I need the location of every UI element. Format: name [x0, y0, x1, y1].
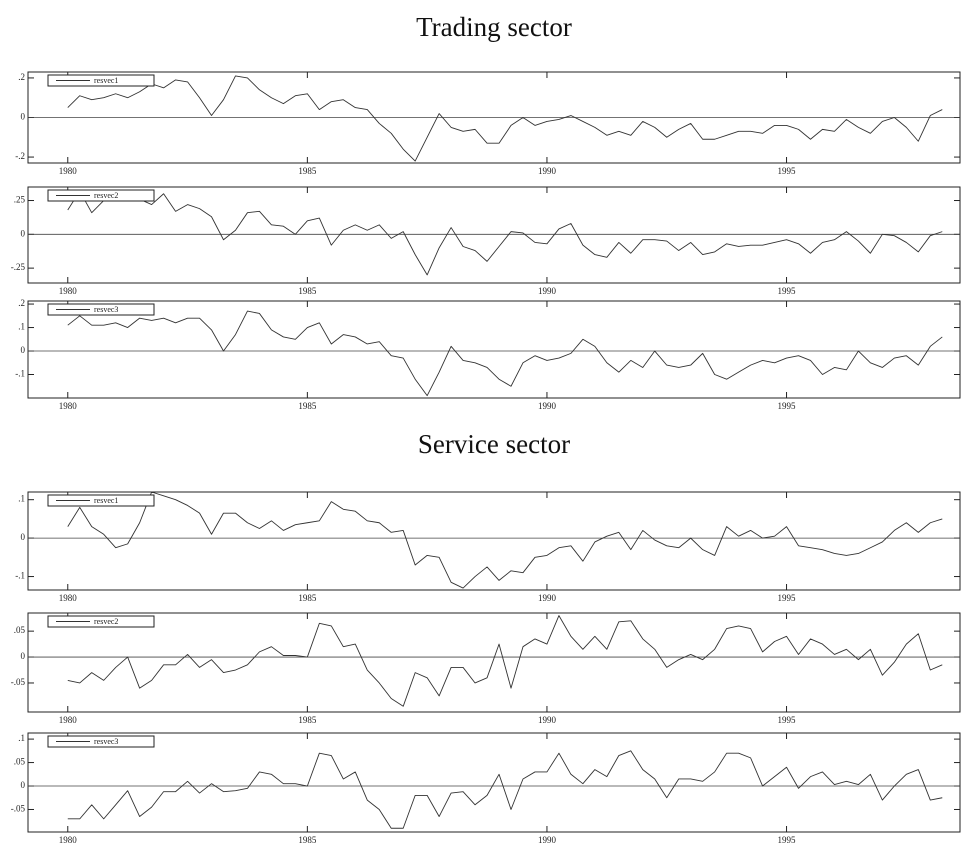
- data-line: [67, 615, 943, 707]
- y-tick-label: .05: [14, 625, 26, 635]
- x-tick-label: 1990: [538, 286, 557, 296]
- data-line: [67, 310, 943, 397]
- y-tick-label: .1: [18, 322, 25, 332]
- y-tick-label: -.1: [15, 369, 25, 379]
- x-tick-label: 1985: [298, 401, 317, 411]
- x-tick-label: 1990: [538, 166, 557, 176]
- x-tick-label: 1990: [538, 593, 557, 603]
- x-tick-label: 1995: [778, 715, 797, 725]
- y-tick-label: .05: [14, 757, 26, 767]
- data-line: [67, 190, 943, 276]
- x-tick-label: 1985: [298, 593, 317, 603]
- y-tick-label: 0: [21, 780, 26, 790]
- data-line: [67, 75, 943, 162]
- plot-frame: [27, 732, 961, 833]
- x-tick-label: 1980: [59, 593, 78, 603]
- legend-label: resvec2: [94, 191, 118, 200]
- legend-label: resvec2: [94, 617, 118, 626]
- legend-label: resvec3: [94, 305, 118, 314]
- legend-box: [47, 615, 155, 628]
- y-tick-label: 0: [21, 345, 26, 355]
- x-tick-label: 1995: [778, 166, 797, 176]
- x-tick-label: 1995: [778, 401, 797, 411]
- y-tick-label: -.1: [15, 571, 25, 581]
- y-tick-label: -.05: [11, 804, 26, 814]
- x-tick-label: 1985: [298, 286, 317, 296]
- legend-label: resvec3: [94, 737, 118, 746]
- legend-box: [47, 303, 155, 316]
- x-tick-label: 1995: [778, 835, 797, 845]
- legend-box: [47, 735, 155, 748]
- y-tick-label: 0: [21, 112, 26, 122]
- x-tick-label: 1980: [59, 835, 78, 845]
- y-tick-label: 0: [21, 228, 26, 238]
- x-tick-label: 1995: [778, 593, 797, 603]
- x-tick-label: 1980: [59, 715, 78, 725]
- x-tick-label: 1980: [59, 166, 78, 176]
- legend-label: resvec1: [94, 76, 118, 85]
- plot-frame: [27, 491, 961, 591]
- plot-frame: [27, 612, 961, 713]
- y-tick-label: -.2: [15, 151, 25, 161]
- chart-title: Trading sector: [416, 12, 572, 42]
- x-tick-label: 1985: [298, 166, 317, 176]
- y-tick-label: -.05: [11, 677, 26, 687]
- legend-box: [47, 189, 155, 202]
- y-tick-label: .2: [18, 298, 25, 308]
- data-line: [67, 750, 943, 829]
- legend-box: [47, 494, 155, 507]
- y-tick-label: 0: [21, 651, 26, 661]
- x-tick-label: 1980: [59, 286, 78, 296]
- y-tick-label: .1: [18, 494, 25, 504]
- y-tick-label: 0: [21, 532, 26, 542]
- x-tick-label: 1990: [538, 835, 557, 845]
- data-line: [67, 491, 943, 589]
- x-tick-label: 1985: [298, 835, 317, 845]
- legend-label: resvec1: [94, 496, 118, 505]
- x-tick-label: 1990: [538, 401, 557, 411]
- x-tick-label: 1990: [538, 715, 557, 725]
- x-tick-label: 1995: [778, 286, 797, 296]
- chart-title: Service sector: [418, 429, 570, 459]
- legend-box: [47, 74, 155, 87]
- plot-frame: [27, 186, 961, 284]
- y-tick-label: -.25: [11, 262, 26, 272]
- y-tick-label: .2: [18, 72, 25, 82]
- y-tick-label: .1: [18, 733, 25, 743]
- plot-frame: [27, 300, 961, 399]
- x-tick-label: 1980: [59, 401, 78, 411]
- x-tick-label: 1985: [298, 715, 317, 725]
- y-tick-label: .25: [14, 195, 26, 205]
